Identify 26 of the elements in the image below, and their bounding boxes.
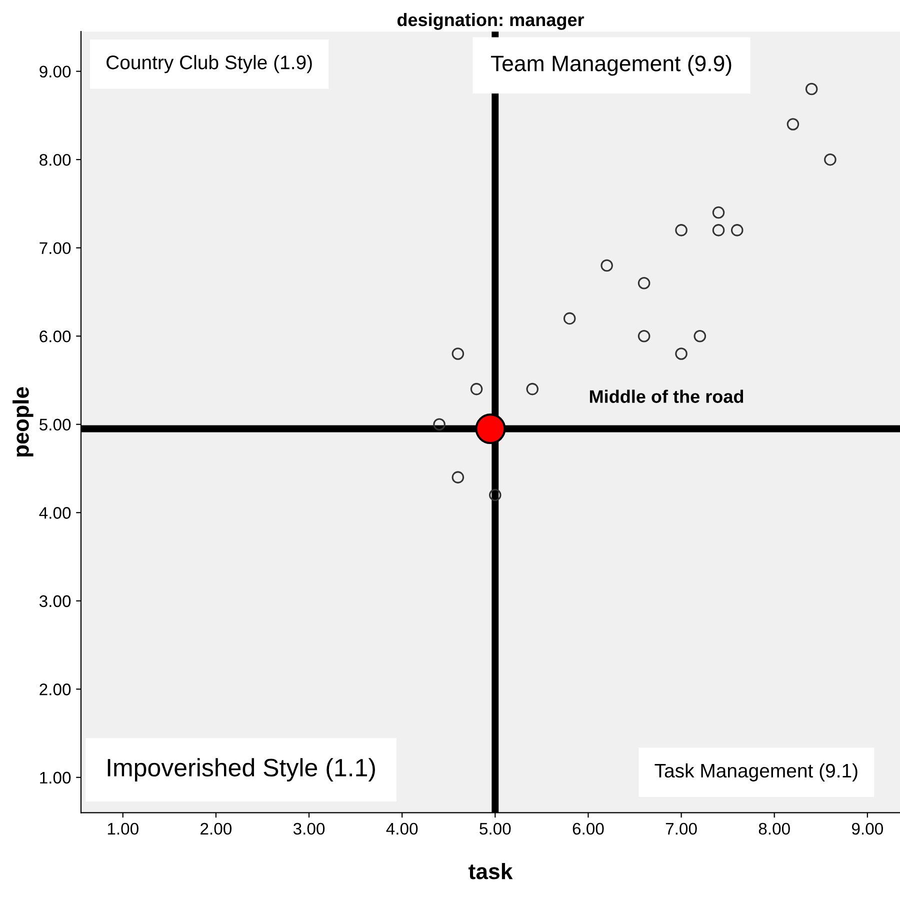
y-tick-label: 6.00 — [40, 330, 71, 342]
y-tick-label: 4.00 — [39, 507, 71, 519]
x-tick-label: 1.00 — [108, 822, 138, 835]
y-tick-label: 2.00 — [40, 684, 71, 696]
annotation: Team Management (9.9) — [491, 55, 732, 76]
x-tick-label: 3.00 — [293, 822, 325, 835]
y-axis-title: people — [12, 387, 34, 456]
y-tick-label: 3.00 — [39, 595, 71, 608]
x-tick-label: 6.00 — [572, 822, 604, 835]
y-tick-label: 7.00 — [40, 242, 71, 254]
x-tick-label: 7.00 — [666, 822, 697, 835]
annotation: Middle of the road — [590, 390, 744, 403]
x-tick-label: 5.00 — [480, 822, 511, 835]
x-tick-label: 8.00 — [758, 822, 790, 835]
x-tick-label: 2.00 — [200, 822, 232, 835]
x-axis-title: task — [468, 862, 513, 880]
x-tick-label: 4.00 — [386, 822, 418, 835]
annotation: Country Club Style (1.9) — [106, 55, 312, 74]
y-tick-label: 8.00 — [40, 154, 71, 166]
y-tick-label: 9.00 — [40, 66, 71, 78]
chart-title: designation: manager — [397, 12, 584, 30]
annotation: Impoverished Style (1.1) — [108, 758, 375, 782]
x-tick-label: 9.00 — [852, 822, 883, 835]
annotation: Task Management (9.1) — [654, 763, 858, 782]
y-tick-label: 5.00 — [40, 418, 71, 431]
y-tick-label: 1.00 — [40, 772, 71, 784]
